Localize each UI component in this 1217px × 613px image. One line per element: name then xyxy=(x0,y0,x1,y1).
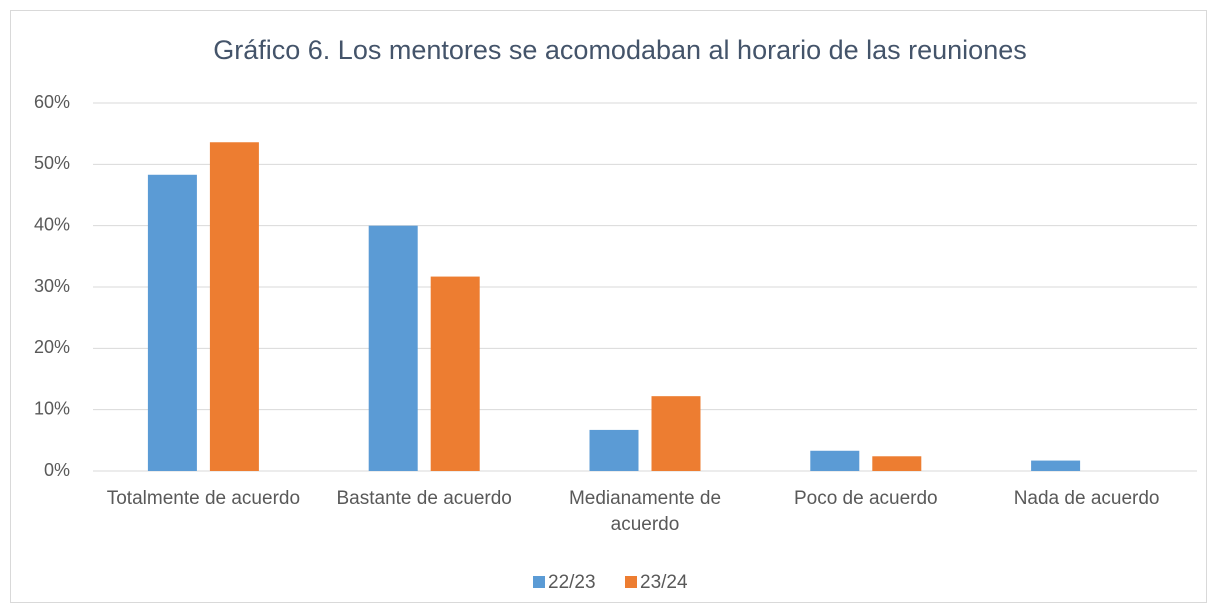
x-tick-label: Medianamente de acuerdo xyxy=(568,488,722,535)
y-tick-label: 50% xyxy=(34,153,70,173)
y-tick-label: 60% xyxy=(34,92,70,112)
y-tick-label: 40% xyxy=(34,214,70,234)
legend-swatch xyxy=(533,576,545,588)
y-tick-label: 20% xyxy=(34,337,70,357)
bar xyxy=(209,142,259,471)
x-tick-label: Bastante de acuerdo xyxy=(336,488,512,509)
bar xyxy=(368,225,418,471)
bar xyxy=(1031,460,1081,471)
x-tick-label: Poco de acuerdo xyxy=(793,488,938,509)
bar xyxy=(872,456,922,471)
chart-title: Gráfico 6. Los mentores se acomodaban al… xyxy=(213,35,1026,65)
bar xyxy=(430,276,480,471)
legend-swatch xyxy=(625,576,637,588)
bar xyxy=(651,396,701,471)
chart-frame xyxy=(10,10,1207,603)
bar xyxy=(147,174,197,471)
legend-label: 22/23 xyxy=(548,572,596,593)
y-tick-label: 0% xyxy=(44,460,70,480)
x-tick-label: Nada de acuerdo xyxy=(1013,488,1160,509)
bar xyxy=(810,450,860,471)
y-tick-label: 10% xyxy=(34,398,70,418)
x-tick-label: Totalmente de acuerdo xyxy=(106,488,301,509)
bar xyxy=(589,429,639,471)
y-tick-label: 30% xyxy=(34,276,70,296)
legend-label: 23/24 xyxy=(640,572,688,593)
